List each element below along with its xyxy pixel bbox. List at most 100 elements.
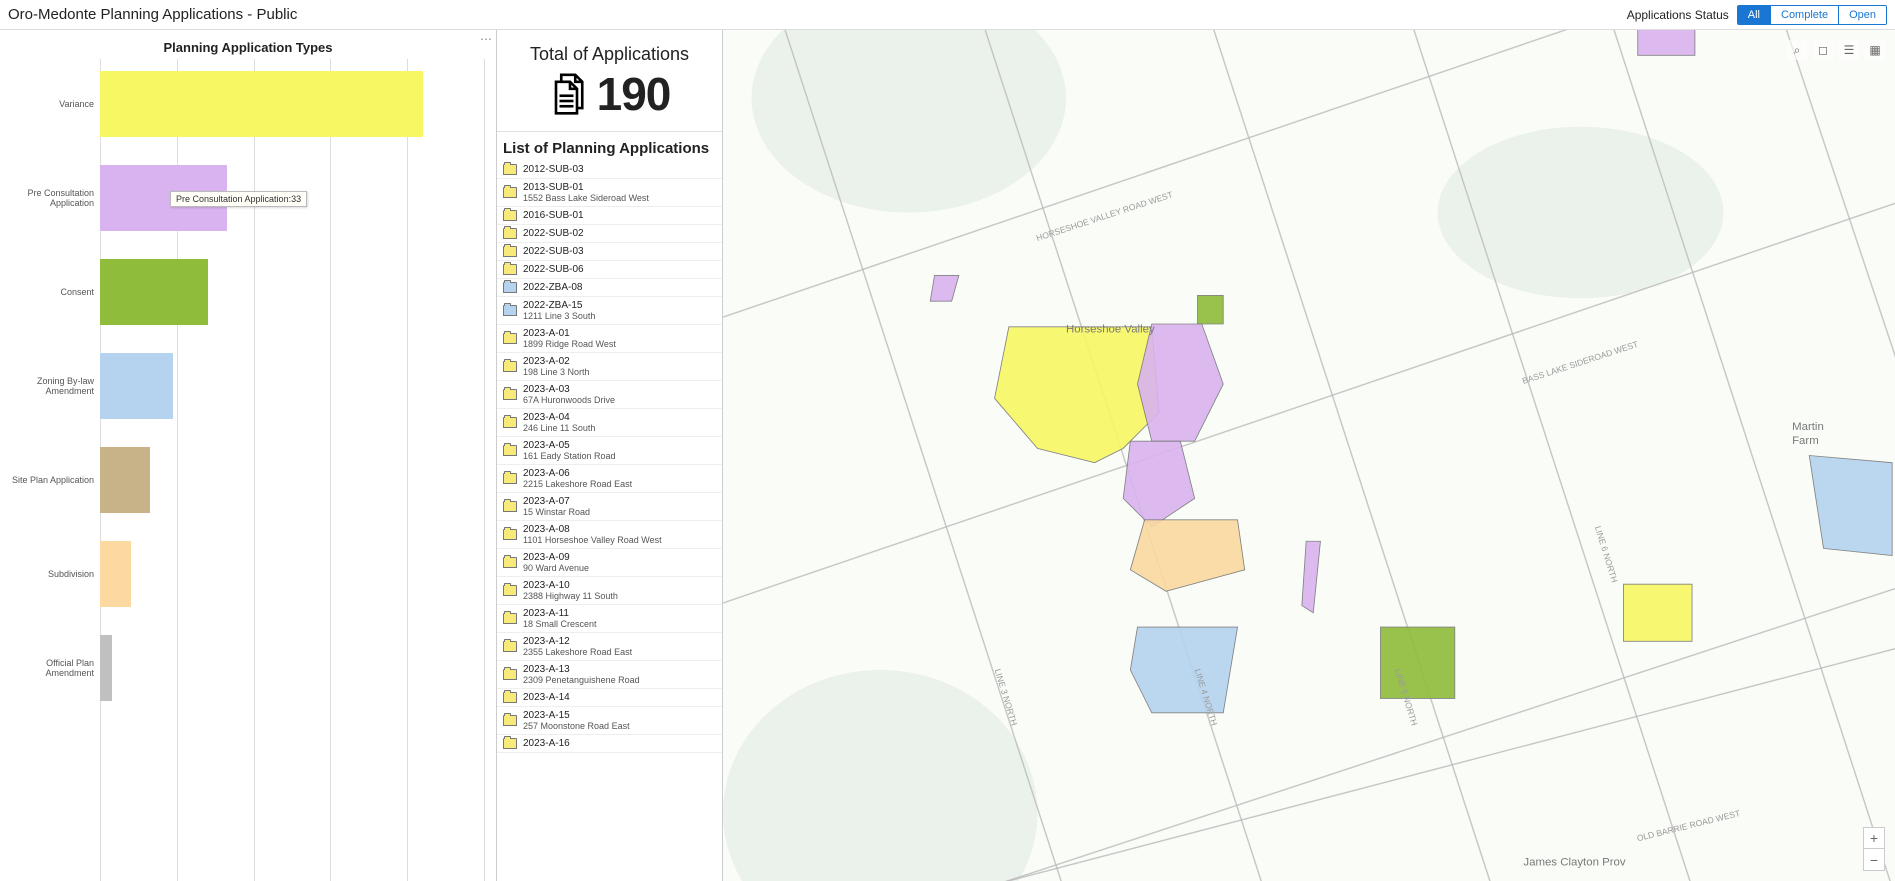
item-id: 2022-ZBA-08 (523, 282, 582, 293)
item-address: 161 Eady Station Road (523, 451, 616, 461)
list-item[interactable]: 2012-SUB-03 (497, 161, 722, 179)
item-id: 2023-A-09 (523, 552, 589, 563)
list-item[interactable]: 2022-SUB-02 (497, 225, 722, 243)
item-id: 2013-SUB-01 (523, 182, 649, 193)
list-item[interactable]: 2023-A-062215 Lakeshore Road East (497, 465, 722, 493)
item-address: 2388 Highway 11 South (523, 591, 618, 601)
item-address: 1101 Horseshoe Valley Road West (523, 535, 662, 545)
zoom-out-button[interactable]: − (1863, 849, 1885, 871)
folder-icon (503, 210, 517, 221)
folder-icon (503, 715, 517, 726)
map-canvas[interactable]: 400MartinvilleHorseshoe ValleyCoulsonMar… (723, 30, 1895, 881)
svg-text:Horseshoe Valley: Horseshoe Valley (1066, 324, 1155, 336)
zoom-in-button[interactable]: + (1863, 827, 1885, 849)
list-item[interactable]: 2023-A-04246 Line 11 South (497, 409, 722, 437)
bar[interactable] (100, 353, 173, 419)
list-item[interactable]: 2022-ZBA-151211 Line 3 South (497, 297, 722, 325)
bar[interactable] (100, 635, 112, 701)
svg-text:Martin: Martin (1792, 421, 1824, 433)
bar-label: Consent (0, 287, 100, 297)
item-id: 2023-A-15 (523, 710, 630, 721)
list-item[interactable]: 2022-SUB-03 (497, 243, 722, 261)
list-item[interactable]: 2023-A-14 (497, 689, 722, 707)
item-id: 2022-ZBA-15 (523, 300, 595, 311)
list-item[interactable]: 2022-SUB-06 (497, 261, 722, 279)
folder-icon (503, 264, 517, 275)
item-address: 198 Line 3 North (523, 367, 590, 377)
bar-row[interactable]: Site Plan Application (0, 445, 484, 515)
folder-icon (503, 361, 517, 372)
bar-row[interactable]: Consent (0, 257, 484, 327)
folder-icon (503, 305, 517, 316)
chart-menu-icon[interactable]: ⋯ (480, 32, 492, 46)
filter-open[interactable]: Open (1839, 6, 1886, 24)
folder-icon (503, 613, 517, 624)
list-item[interactable]: 2023-A-15257 Moonstone Road East (497, 707, 722, 735)
map-bookmark-icon[interactable]: ◻ (1813, 40, 1833, 60)
bar-label: Official Plan Amendment (0, 658, 100, 678)
list-item[interactable]: 2023-A-16 (497, 735, 722, 753)
chart-tooltip: Pre Consultation Application:33 (170, 191, 307, 207)
item-id: 2016-SUB-01 (523, 210, 584, 221)
bar[interactable] (100, 71, 423, 137)
list-title: List of Planning Applications (497, 132, 722, 161)
folder-icon (503, 417, 517, 428)
list-item[interactable]: 2023-A-02198 Line 3 North (497, 353, 722, 381)
item-id: 2023-A-05 (523, 440, 616, 451)
status-filter-group: AllCompleteOpen (1737, 5, 1887, 25)
bar[interactable] (100, 259, 208, 325)
folder-icon (503, 246, 517, 257)
item-address: 1211 Line 3 South (523, 311, 595, 321)
item-address: 1899 Ridge Road West (523, 339, 616, 349)
list-item[interactable]: 2023-A-05161 Eady Station Road (497, 437, 722, 465)
item-id: 2022-SUB-03 (523, 246, 584, 257)
map-basemap-icon[interactable]: ▦ (1865, 40, 1885, 60)
item-id: 2023-A-13 (523, 664, 640, 675)
folder-icon (503, 669, 517, 680)
bar-row[interactable]: Subdivision (0, 539, 484, 609)
item-id: 2022-SUB-06 (523, 264, 584, 275)
applications-list[interactable]: 2012-SUB-032013-SUB-011552 Bass Lake Sid… (497, 161, 722, 881)
map-panel[interactable]: 400MartinvilleHorseshoe ValleyCoulsonMar… (723, 30, 1895, 881)
bar-row[interactable]: Zoning By-law Amendment (0, 351, 484, 421)
list-item[interactable]: 2023-A-122355 Lakeshore Road East (497, 633, 722, 661)
list-item[interactable]: 2023-A-102388 Highway 11 South (497, 577, 722, 605)
filter-all[interactable]: All (1738, 6, 1771, 24)
svg-text:Coulson: Coulson (1555, 30, 1597, 33)
bar-label: Pre Consultation Application (0, 188, 100, 208)
list-item[interactable]: 2013-SUB-011552 Bass Lake Sideroad West (497, 179, 722, 207)
bar[interactable] (100, 541, 131, 607)
item-id: 2023-A-04 (523, 412, 595, 423)
list-item[interactable]: 2023-A-132309 Penetanguishene Road (497, 661, 722, 689)
item-id: 2022-SUB-02 (523, 228, 584, 239)
folder-icon (503, 187, 517, 198)
bar-row[interactable]: Official Plan Amendment (0, 633, 484, 703)
list-item[interactable]: 2023-A-011899 Ridge Road West (497, 325, 722, 353)
list-item[interactable]: 2023-A-081101 Horseshoe Valley Road West (497, 521, 722, 549)
folder-icon (503, 282, 517, 293)
bar[interactable] (100, 447, 150, 513)
item-address: 246 Line 11 South (523, 423, 595, 433)
list-item[interactable]: 2016-SUB-01 (497, 207, 722, 225)
chart-area: VariancePre Consultation ApplicationCons… (100, 59, 484, 881)
item-address: 1552 Bass Lake Sideroad West (523, 193, 649, 203)
list-item[interactable]: 2023-A-0367A Huronwoods Drive (497, 381, 722, 409)
folder-icon (503, 738, 517, 749)
list-item[interactable]: 2023-A-0990 Ward Avenue (497, 549, 722, 577)
folder-icon (503, 333, 517, 344)
item-id: 2023-A-10 (523, 580, 618, 591)
folder-icon (503, 445, 517, 456)
list-item[interactable]: 2022-ZBA-08 (497, 279, 722, 297)
item-address: 15 Winstar Road (523, 507, 590, 517)
list-item[interactable]: 2023-A-1118 Small Crescent (497, 605, 722, 633)
bar-row[interactable]: Variance (0, 69, 484, 139)
total-applications-card: Total of Applications 190 (497, 30, 722, 132)
bar-label: Subdivision (0, 569, 100, 579)
map-search-icon[interactable]: ⌕ (1787, 40, 1807, 60)
map-legend-icon[interactable]: ☰ (1839, 40, 1859, 60)
folder-icon (503, 529, 517, 540)
svg-text:Farm: Farm (1792, 435, 1819, 447)
filter-complete[interactable]: Complete (1771, 6, 1839, 24)
item-id: 2023-A-16 (523, 738, 570, 749)
list-item[interactable]: 2023-A-0715 Winstar Road (497, 493, 722, 521)
